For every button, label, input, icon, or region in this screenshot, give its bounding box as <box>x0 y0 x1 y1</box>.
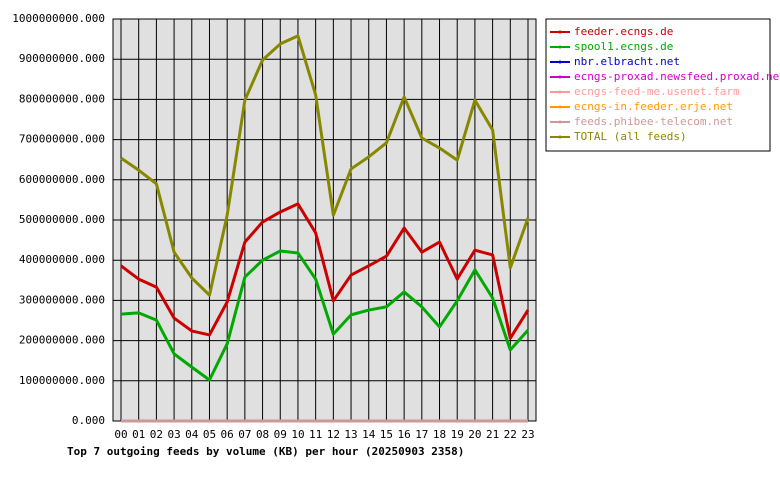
legend-marker <box>558 90 562 94</box>
x-tick-label: 03 <box>167 428 180 441</box>
legend-label: TOTAL (all feeds) <box>574 130 687 143</box>
legend-label: feeds.phibee-telecom.net <box>574 115 733 128</box>
x-tick-label: 14 <box>362 428 376 441</box>
legend-marker <box>558 45 562 49</box>
x-tick-label: 23 <box>521 428 534 441</box>
x-tick-label: 05 <box>203 428 216 441</box>
legend-label: ecngs-feed-me.usenet.farm <box>574 85 740 98</box>
x-tick-label: 10 <box>291 428 304 441</box>
x-tick-label: 06 <box>221 428 234 441</box>
series-line <box>120 249 530 382</box>
x-tick-label: 17 <box>415 428 428 441</box>
y-tick-label: 400000000.000 <box>19 253 105 266</box>
legend-box <box>545 18 771 152</box>
series-line <box>120 34 530 297</box>
legend-marker <box>558 135 562 139</box>
legend-marker <box>558 30 562 34</box>
series-line <box>120 202 530 340</box>
y-tick-label: 900000000.000 <box>19 52 105 65</box>
legend-label: ecngs-proxad.newsfeed.proxad.net <box>574 70 780 83</box>
y-tick-label: 500000000.000 <box>19 213 105 226</box>
x-tick-label: 16 <box>398 428 411 441</box>
x-tick-label: 02 <box>150 428 163 441</box>
y-tick-label: 700000000.000 <box>19 133 105 146</box>
y-tick-label: 200000000.000 <box>19 334 105 347</box>
x-tick-label: 22 <box>504 428 517 441</box>
x-tick-label: 12 <box>327 428 340 441</box>
chart-title: Top 7 outgoing feeds by volume (KB) per … <box>67 445 464 458</box>
x-tick-label: 13 <box>344 428 357 441</box>
x-tick-label: 21 <box>486 428 499 441</box>
y-tick-label: 100000000.000 <box>19 374 105 387</box>
x-tick-label: 20 <box>468 428 481 441</box>
y-tick-label: 1000000000.000 <box>12 12 105 25</box>
x-tick-label: 15 <box>380 428 393 441</box>
x-tick-label: 09 <box>274 428 287 441</box>
legend-label: nbr.elbracht.net <box>574 55 680 68</box>
legend-label: ecngs-in.feeder.erje.net <box>574 100 733 113</box>
x-tick-label: 00 <box>114 428 127 441</box>
x-tick-label: 01 <box>132 428 145 441</box>
x-tick-label: 18 <box>433 428 446 441</box>
x-tick-label: 07 <box>238 428 251 441</box>
y-tick-label: 300000000.000 <box>19 293 105 306</box>
y-tick-label: 0.000 <box>72 414 105 427</box>
y-tick-label: 600000000.000 <box>19 173 105 186</box>
legend-marker <box>558 105 562 109</box>
x-tick-label: 19 <box>451 428 464 441</box>
legend-marker <box>558 120 562 124</box>
x-tick-label: 08 <box>256 428 269 441</box>
x-tick-label: 04 <box>185 428 199 441</box>
x-tick-label: 11 <box>309 428 322 441</box>
legend-marker <box>558 75 562 79</box>
legend-marker <box>558 60 562 64</box>
y-tick-label: 800000000.000 <box>19 92 105 105</box>
legend-label: spool1.ecngs.de <box>574 40 673 53</box>
legend-label: feeder.ecngs.de <box>574 25 673 38</box>
